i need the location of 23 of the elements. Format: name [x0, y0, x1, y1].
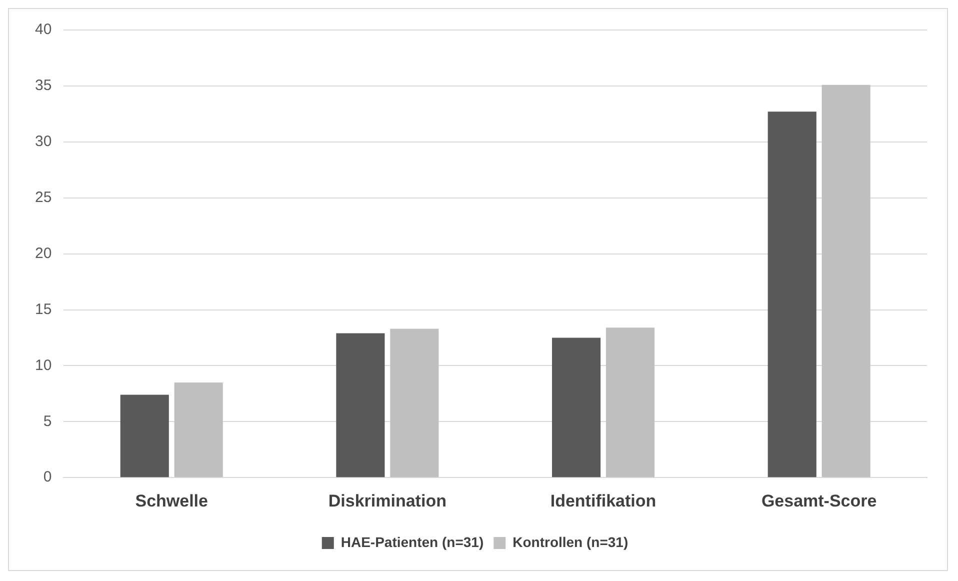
y-tick-label: 25 [34, 188, 52, 206]
bar [768, 112, 816, 478]
bar [336, 333, 385, 478]
bar [390, 328, 439, 478]
y-tick-label: 0 [43, 468, 52, 486]
bar [174, 382, 223, 478]
legend-label: HAE-Patienten (n=31) [340, 534, 484, 550]
legend-label: Kontrollen (n=31) [512, 534, 628, 550]
y-tick-label: 20 [34, 244, 52, 262]
bar [120, 394, 169, 478]
y-tick-label: 5 [43, 412, 52, 430]
y-tick-label: 35 [34, 77, 52, 94]
bar [606, 328, 655, 478]
y-tick-label: 15 [34, 300, 52, 318]
x-tick-label: Identifikation [550, 491, 656, 510]
bar [552, 338, 601, 478]
x-tick-label: Diskrimination [328, 491, 446, 510]
x-tick-label: Schwelle [135, 491, 208, 510]
x-tick-label: Gesamt-Score [761, 491, 877, 510]
y-tick-label: 30 [34, 133, 52, 150]
y-tick-label: 10 [34, 356, 52, 374]
bar [822, 84, 870, 478]
y-tick-label: 40 [34, 21, 52, 38]
